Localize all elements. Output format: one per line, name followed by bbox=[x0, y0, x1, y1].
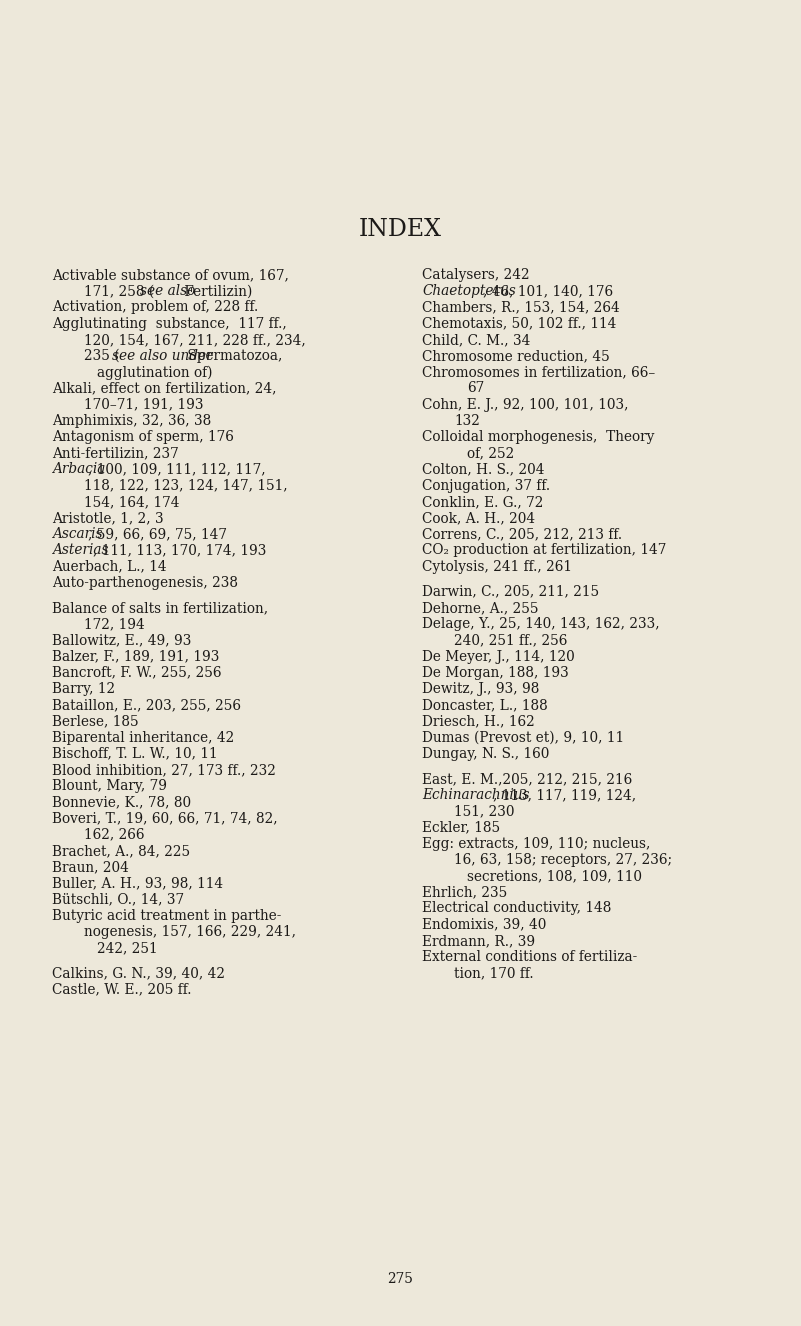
Text: 120, 154, 167, 211, 228 ff., 234,: 120, 154, 167, 211, 228 ff., 234, bbox=[84, 333, 306, 347]
Text: Catalysers, 242: Catalysers, 242 bbox=[422, 268, 529, 282]
Text: Chaetopterus: Chaetopterus bbox=[422, 284, 516, 298]
Text: Erdmann, R., 39: Erdmann, R., 39 bbox=[422, 934, 535, 948]
Text: De Morgan, 188, 193: De Morgan, 188, 193 bbox=[422, 666, 569, 680]
Text: 171, 258 (: 171, 258 ( bbox=[84, 284, 155, 298]
Text: Aristotle, 1, 2, 3: Aristotle, 1, 2, 3 bbox=[52, 511, 163, 525]
Text: of, 252: of, 252 bbox=[467, 447, 514, 460]
Text: Darwin, C., 205, 211, 215: Darwin, C., 205, 211, 215 bbox=[422, 585, 599, 599]
Text: Calkins, G. N., 39, 40, 42: Calkins, G. N., 39, 40, 42 bbox=[52, 967, 225, 980]
Text: Driesch, H., 162: Driesch, H., 162 bbox=[422, 715, 535, 728]
Text: External conditions of fertiliza-: External conditions of fertiliza- bbox=[422, 949, 638, 964]
Text: Buller, A. H., 93, 98, 114: Buller, A. H., 93, 98, 114 bbox=[52, 876, 223, 890]
Text: 235 (: 235 ( bbox=[84, 349, 119, 363]
Text: nogenesis, 157, 166, 229, 241,: nogenesis, 157, 166, 229, 241, bbox=[84, 926, 296, 939]
Text: Bancroft, F. W., 255, 256: Bancroft, F. W., 255, 256 bbox=[52, 666, 222, 680]
Text: Fertilizin): Fertilizin) bbox=[180, 284, 252, 298]
Text: Cook, A. H., 204: Cook, A. H., 204 bbox=[422, 511, 535, 525]
Text: Bischoff, T. L. W., 10, 11: Bischoff, T. L. W., 10, 11 bbox=[52, 747, 218, 761]
Text: Asterias: Asterias bbox=[52, 544, 108, 557]
Text: Child, C. M., 34: Child, C. M., 34 bbox=[422, 333, 530, 347]
Text: Auerbach, L., 14: Auerbach, L., 14 bbox=[52, 560, 167, 574]
Text: Berlese, 185: Berlese, 185 bbox=[52, 715, 139, 728]
Text: 170–71, 191, 193: 170–71, 191, 193 bbox=[84, 398, 203, 411]
Text: Braun, 204: Braun, 204 bbox=[52, 861, 129, 874]
Text: Endomixis, 39, 40: Endomixis, 39, 40 bbox=[422, 918, 546, 932]
Text: Bonnevie, K., 78, 80: Bonnevie, K., 78, 80 bbox=[52, 796, 191, 809]
Text: 132: 132 bbox=[454, 414, 480, 428]
Text: 162, 266: 162, 266 bbox=[84, 827, 144, 842]
Text: , 113, 117, 119, 124,: , 113, 117, 119, 124, bbox=[493, 788, 637, 802]
Text: Cytolysis, 241 ff., 261: Cytolysis, 241 ff., 261 bbox=[422, 560, 572, 574]
Text: Activation, problem of, 228 ff.: Activation, problem of, 228 ff. bbox=[52, 301, 258, 314]
Text: Chambers, R., 153, 154, 264: Chambers, R., 153, 154, 264 bbox=[422, 301, 620, 314]
Text: Conklin, E. G., 72: Conklin, E. G., 72 bbox=[422, 495, 543, 509]
Text: Bataillon, E., 203, 255, 256: Bataillon, E., 203, 255, 256 bbox=[52, 697, 241, 712]
Text: 16, 63, 158; receptors, 27, 236;: 16, 63, 158; receptors, 27, 236; bbox=[454, 853, 672, 867]
Text: INDEX: INDEX bbox=[359, 217, 442, 241]
Text: , 46, 101, 140, 176: , 46, 101, 140, 176 bbox=[483, 284, 614, 298]
Text: Correns, C., 205, 212, 213 ff.: Correns, C., 205, 212, 213 ff. bbox=[422, 528, 622, 541]
Text: Arbacia: Arbacia bbox=[52, 463, 106, 476]
Text: 240, 251 ff., 256: 240, 251 ff., 256 bbox=[454, 634, 567, 647]
Text: Biparental inheritance, 42: Biparental inheritance, 42 bbox=[52, 731, 234, 744]
Text: De Meyer, J., 114, 120: De Meyer, J., 114, 120 bbox=[422, 650, 575, 663]
Text: see also: see also bbox=[139, 284, 195, 298]
Text: Colloidal morphogenesis,  Theory: Colloidal morphogenesis, Theory bbox=[422, 430, 654, 444]
Text: 67: 67 bbox=[467, 382, 484, 395]
Text: Blood inhibition, 27, 173 ff., 232: Blood inhibition, 27, 173 ff., 232 bbox=[52, 762, 276, 777]
Text: Spermatozoa,: Spermatozoa, bbox=[183, 349, 283, 363]
Text: Activable substance of ovum, 167,: Activable substance of ovum, 167, bbox=[52, 268, 289, 282]
Text: secretions, 108, 109, 110: secretions, 108, 109, 110 bbox=[467, 869, 642, 883]
Text: Butyric acid treatment in parthe-: Butyric acid treatment in parthe- bbox=[52, 908, 281, 923]
Text: Ballowitz, E., 49, 93: Ballowitz, E., 49, 93 bbox=[52, 634, 191, 647]
Text: Bütschli, O., 14, 37: Bütschli, O., 14, 37 bbox=[52, 892, 184, 907]
Text: Castle, W. E., 205 ff.: Castle, W. E., 205 ff. bbox=[52, 983, 191, 996]
Text: 242, 251: 242, 251 bbox=[97, 941, 158, 955]
Text: Echinarachnius: Echinarachnius bbox=[422, 788, 529, 802]
Text: Dehorne, A., 255: Dehorne, A., 255 bbox=[422, 601, 538, 615]
Text: 172, 194: 172, 194 bbox=[84, 617, 145, 631]
Text: Chromosome reduction, 45: Chromosome reduction, 45 bbox=[422, 349, 610, 363]
Text: Dumas (Prevost et), 9, 10, 11: Dumas (Prevost et), 9, 10, 11 bbox=[422, 731, 624, 744]
Text: agglutination of): agglutination of) bbox=[97, 365, 212, 379]
Text: , 100, 109, 111, 112, 117,: , 100, 109, 111, 112, 117, bbox=[87, 463, 265, 476]
Text: Alkali, effect on fertilization, 24,: Alkali, effect on fertilization, 24, bbox=[52, 382, 276, 395]
Text: Barry, 12: Barry, 12 bbox=[52, 682, 115, 696]
Text: Ascaris: Ascaris bbox=[52, 528, 103, 541]
Text: Balzer, F., 189, 191, 193: Balzer, F., 189, 191, 193 bbox=[52, 650, 219, 663]
Text: Electrical conductivity, 148: Electrical conductivity, 148 bbox=[422, 902, 611, 915]
Text: Chemotaxis, 50, 102 ff., 114: Chemotaxis, 50, 102 ff., 114 bbox=[422, 317, 617, 330]
Text: 118, 122, 123, 124, 147, 151,: 118, 122, 123, 124, 147, 151, bbox=[84, 479, 288, 492]
Text: Anti-fertilizin, 237: Anti-fertilizin, 237 bbox=[52, 447, 179, 460]
Text: Dungay, N. S., 160: Dungay, N. S., 160 bbox=[422, 747, 549, 761]
Text: , 59, 66, 69, 75, 147: , 59, 66, 69, 75, 147 bbox=[87, 528, 227, 541]
Text: 275: 275 bbox=[388, 1272, 413, 1286]
Text: Boveri, T., 19, 60, 66, 71, 74, 82,: Boveri, T., 19, 60, 66, 71, 74, 82, bbox=[52, 812, 278, 826]
Text: CO₂ production at fertilization, 147: CO₂ production at fertilization, 147 bbox=[422, 544, 666, 557]
Text: 154, 164, 174: 154, 164, 174 bbox=[84, 495, 179, 509]
Text: Amphimixis, 32, 36, 38: Amphimixis, 32, 36, 38 bbox=[52, 414, 211, 428]
Text: tion, 170 ff.: tion, 170 ff. bbox=[454, 967, 533, 980]
Text: Antagonism of sperm, 176: Antagonism of sperm, 176 bbox=[52, 430, 234, 444]
Text: Eckler, 185: Eckler, 185 bbox=[422, 821, 500, 834]
Text: Delage, Y., 25, 140, 143, 162, 233,: Delage, Y., 25, 140, 143, 162, 233, bbox=[422, 617, 660, 631]
Text: Egg: extracts, 109, 110; nucleus,: Egg: extracts, 109, 110; nucleus, bbox=[422, 837, 650, 850]
Text: Chromosomes in fertilization, 66–: Chromosomes in fertilization, 66– bbox=[422, 365, 655, 379]
Text: Agglutinating  substance,  117 ff.,: Agglutinating substance, 117 ff., bbox=[52, 317, 287, 330]
Text: Auto-parthenogenesis, 238: Auto-parthenogenesis, 238 bbox=[52, 575, 238, 590]
Text: Conjugation, 37 ff.: Conjugation, 37 ff. bbox=[422, 479, 550, 492]
Text: Colton, H. S., 204: Colton, H. S., 204 bbox=[422, 463, 545, 476]
Text: Blount, Mary, 79: Blount, Mary, 79 bbox=[52, 780, 167, 793]
Text: Dewitz, J., 93, 98: Dewitz, J., 93, 98 bbox=[422, 682, 539, 696]
Text: Balance of salts in fertilization,: Balance of salts in fertilization, bbox=[52, 601, 268, 615]
Text: Brachet, A., 84, 225: Brachet, A., 84, 225 bbox=[52, 843, 190, 858]
Text: see also under: see also under bbox=[112, 349, 212, 363]
Text: Ehrlich, 235: Ehrlich, 235 bbox=[422, 886, 507, 899]
Text: , 111, 113, 170, 174, 193: , 111, 113, 170, 174, 193 bbox=[93, 544, 266, 557]
Text: 151, 230: 151, 230 bbox=[454, 805, 514, 818]
Text: East, E. M.,205, 212, 215, 216: East, E. M.,205, 212, 215, 216 bbox=[422, 772, 632, 786]
Text: Doncaster, L., 188: Doncaster, L., 188 bbox=[422, 697, 548, 712]
Text: Cohn, E. J., 92, 100, 101, 103,: Cohn, E. J., 92, 100, 101, 103, bbox=[422, 398, 629, 411]
